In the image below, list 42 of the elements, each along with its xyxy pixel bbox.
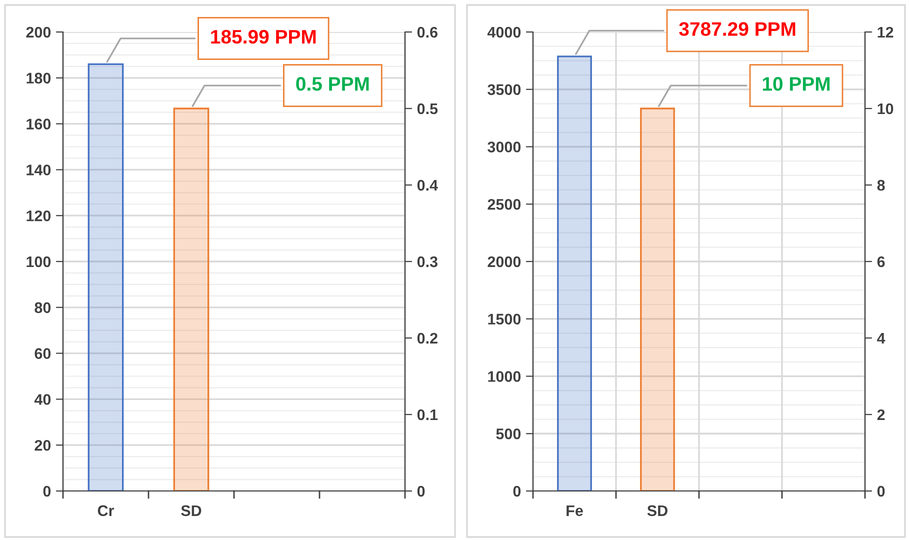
y-tick-label: 1500 xyxy=(488,314,521,325)
y2-tick-label: 0.6 xyxy=(417,26,438,38)
y-tick-label: 120 xyxy=(26,210,51,222)
y-tick-label: 80 xyxy=(34,302,51,314)
y2-tick-label: 0.3 xyxy=(417,256,438,268)
data-label: 185.99 PPM xyxy=(211,30,316,44)
y2-tick-label: 0.1 xyxy=(417,409,438,420)
y2-tick-label: 8 xyxy=(877,180,885,191)
y-tick-label: 4000 xyxy=(487,26,521,38)
y-tick-label: 500 xyxy=(496,428,521,440)
y-tick-label: 0 xyxy=(513,486,521,497)
y-tick-label: 2500 xyxy=(488,198,521,210)
y2-tick-label: 0 xyxy=(417,486,425,497)
data-label: 0.5 PPM xyxy=(296,77,369,91)
y-tick-label: 40 xyxy=(34,394,51,405)
y2-tick-label: 0.4 xyxy=(417,180,438,191)
data-label: 3787.29 PPM xyxy=(679,22,796,36)
y2-tick-label: 0.5 xyxy=(417,103,438,114)
y2-tick-label: 4 xyxy=(877,333,886,344)
y2-tick-label: 0 xyxy=(877,486,885,497)
x-tick-label: SD xyxy=(647,505,668,516)
data-label: 10 PPM xyxy=(762,77,830,91)
y-tick-label: 0 xyxy=(43,486,51,497)
y-tick-label: 160 xyxy=(26,118,51,130)
y-tick-label: 180 xyxy=(26,72,51,84)
y-tick-label: 140 xyxy=(26,164,51,176)
y-tick-label: 3000 xyxy=(488,142,521,152)
x-tick-label: SD xyxy=(181,505,202,516)
y-tick-label: 100 xyxy=(26,256,51,268)
y-tick-label: 3500 xyxy=(488,84,521,96)
y-tick-label: 2000 xyxy=(488,256,521,268)
y2-tick-label: 0.2 xyxy=(417,332,438,344)
y2-tick-label: 2 xyxy=(877,409,885,420)
y-tick-label: 1000 xyxy=(488,371,521,382)
y2-tick-label: 6 xyxy=(877,256,885,268)
x-tick-label: Cr xyxy=(98,505,114,516)
y2-tick-label: 12 xyxy=(878,26,894,38)
x-tick-label: Fe xyxy=(566,505,583,516)
y2-tick-label: 10 xyxy=(878,103,894,114)
y-tick-label: 200 xyxy=(26,26,51,38)
y-tick-label: 60 xyxy=(34,348,51,359)
y-tick-label: 20 xyxy=(34,440,51,451)
